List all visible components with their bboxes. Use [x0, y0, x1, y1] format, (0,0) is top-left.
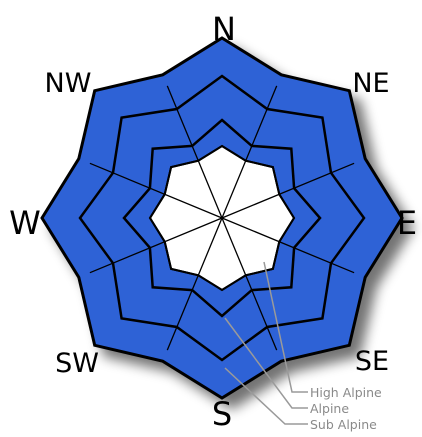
leader-high-alpine: [263, 261, 308, 393]
direction-label-ne: NE: [352, 68, 389, 99]
legend-alpine: Alpine: [310, 401, 349, 416]
aspect-divider-line: [221, 162, 355, 219]
aspect-divider-line: [166, 85, 223, 219]
legend-leader-lines: [224, 261, 308, 425]
direction-label-sw: SW: [55, 348, 99, 379]
aspect-divider-line: [89, 162, 223, 219]
leader-alpine: [224, 317, 308, 409]
leader-sub-alpine: [224, 367, 308, 425]
aspect-divider-line: [221, 217, 355, 274]
direction-label-se: SE: [355, 346, 389, 377]
legend-high-alpine: High Alpine: [310, 385, 382, 400]
aspect-divider-line: [89, 217, 223, 274]
aspect-divider-line: [221, 85, 278, 219]
direction-label-nw: NW: [45, 68, 92, 99]
direction-label-n: N: [212, 10, 236, 48]
aspect-divider-line: [221, 217, 278, 351]
aspect-divider-line: [166, 217, 223, 351]
direction-label-e: E: [397, 204, 417, 242]
direction-label-w: W: [9, 204, 41, 242]
direction-label-s: S: [212, 395, 232, 433]
zone-center-outline: [148, 144, 296, 292]
direction-spokes: [89, 85, 355, 351]
legend-sub-alpine: Sub Alpine: [310, 417, 377, 432]
